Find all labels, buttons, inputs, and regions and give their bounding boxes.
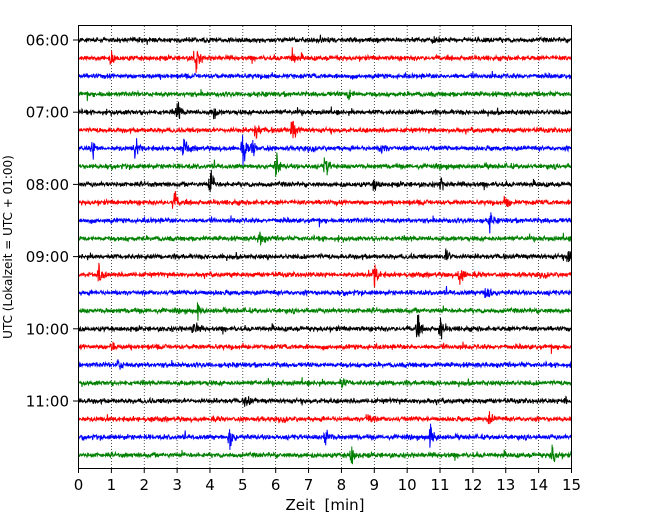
x-tick-label: 15 (562, 476, 581, 494)
x-tick-label: 3 (172, 476, 182, 494)
trace-row-7 (78, 152, 572, 177)
trace-row-18 (78, 359, 572, 370)
trace-row-23 (78, 444, 572, 465)
plot-frame (78, 25, 572, 469)
x-tick-label: 6 (271, 476, 281, 494)
trace-row-6 (78, 135, 572, 166)
y-tick-label: 11:00 (26, 393, 69, 411)
y-tick-label: 08:00 (26, 176, 69, 194)
x-tick-label: 14 (529, 476, 548, 494)
seismic-traces (78, 34, 572, 465)
x-tick-label: 12 (463, 476, 482, 494)
x-axis-ticks: 0 1 2 3 4 5 6 7 8 9 10 11 12 13 14 15 (74, 468, 581, 494)
trace-row-4 (78, 101, 572, 120)
x-tick-label: 0 (74, 476, 84, 494)
trace-row-16 (78, 314, 572, 340)
trace-row-22 (78, 423, 572, 450)
x-tick-label: 1 (107, 476, 117, 494)
trace-row-11 (78, 231, 572, 247)
trace-row-9 (78, 191, 572, 209)
y-tick-label: 10:00 (26, 320, 69, 338)
trace-row-12 (78, 248, 572, 263)
y-tick-label: 06:00 (26, 32, 69, 50)
x-tick-label: 9 (370, 476, 380, 494)
y-tick-label: 09:00 (26, 248, 69, 266)
y-axis-ticks: 06:00 07:00 08:00 09:00 10:00 11:00 (26, 32, 78, 411)
trace-row-0 (78, 34, 572, 45)
x-axis-label: Zeit [min] (285, 496, 364, 514)
trace-row-15 (78, 302, 572, 321)
trace-row-13 (78, 262, 572, 288)
trace-row-5 (78, 120, 572, 140)
trace-row-17 (78, 341, 572, 354)
trace-row-10 (78, 212, 572, 234)
x-tick-label: 10 (398, 476, 417, 494)
trace-row-8 (78, 169, 572, 193)
x-tick-label: 11 (430, 476, 449, 494)
trace-row-20 (78, 395, 572, 407)
trace-row-14 (78, 285, 572, 299)
trace-row-21 (78, 411, 572, 425)
x-tick-label: 8 (337, 476, 347, 494)
x-tick-label: 4 (205, 476, 215, 494)
trace-row-3 (78, 89, 572, 102)
y-axis-label: UTC (Lokalzeit = UTC + 01:00) (1, 155, 15, 339)
trace-row-19 (78, 377, 572, 389)
trace-row-2 (78, 70, 572, 81)
x-tick-label: 7 (304, 476, 314, 494)
x-tick-label: 2 (139, 476, 149, 494)
trace-row-1 (78, 47, 572, 73)
y-tick-label: 07:00 (26, 104, 69, 122)
x-tick-label: 13 (496, 476, 515, 494)
x-tick-label: 5 (238, 476, 248, 494)
